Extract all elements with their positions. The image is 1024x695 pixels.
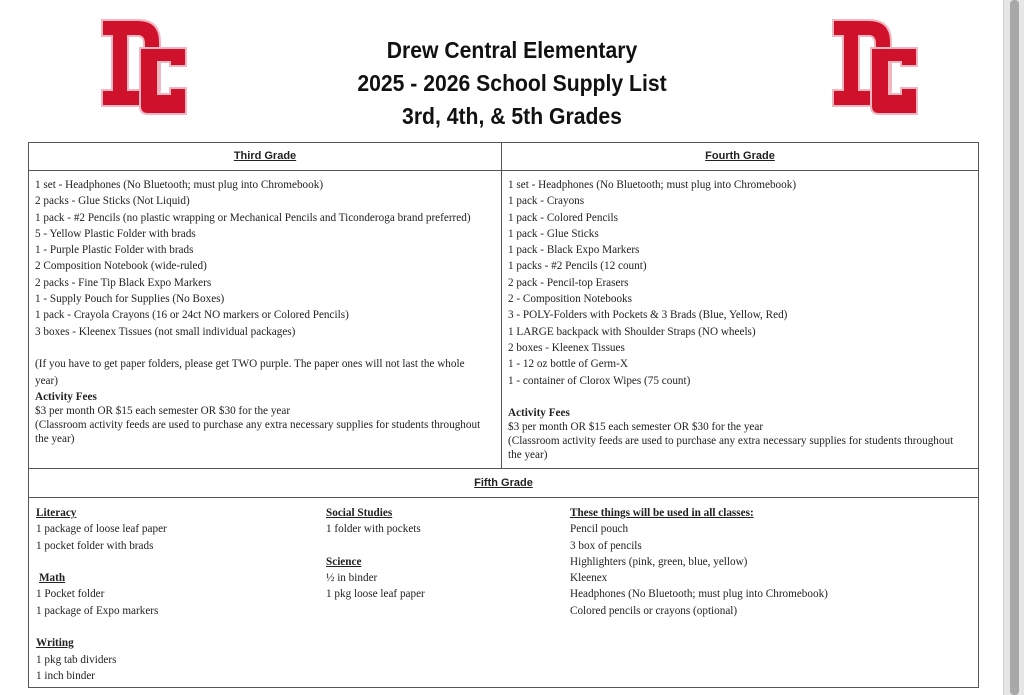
folder-note: (If you have to get paper folders, pleas…	[35, 358, 465, 387]
list-item: 1 pack - Colored Pencils	[508, 211, 618, 224]
social-studies-heading: Social Studies	[326, 507, 393, 519]
list-item: 1 - 12 oz bottle of Germ-X	[508, 358, 628, 371]
list-item: 1 pack - Black Expo Markers	[508, 244, 640, 257]
third-grade-list: 1 set - Headphones (No Bluetooth; must p…	[35, 177, 490, 446]
list-item: 1 folder with pockets	[326, 523, 421, 536]
writing-heading: Writing	[36, 637, 74, 650]
list-item: 1 - container of Clorox Wipes (75 count)	[508, 374, 691, 387]
list-item: 1 pkg tab dividers	[36, 653, 117, 666]
list-item: 1 pocket folder with brads	[36, 539, 154, 552]
list-title: 2025 - 2026 School Supply List	[357, 70, 667, 96]
document-title: Drew Central Elementary 2025 - 2026 Scho…	[0, 34, 1024, 133]
math-heading: Math	[39, 572, 66, 585]
list-item: 2 - Composition Notebooks	[508, 293, 632, 306]
list-item: 2 Composition Notebook (wide-ruled)	[35, 260, 207, 273]
activity-fees-heading: Activity Fees	[508, 407, 570, 420]
fourth-grade-list: 1 set - Headphones (No Bluetooth; must p…	[508, 177, 963, 462]
list-item: Pencil pouch	[570, 523, 629, 536]
list-item: 1 set - Headphones (No Bluetooth; must p…	[508, 179, 797, 191]
list-item: 1 LARGE backpack with Shoulder Straps (N…	[508, 325, 756, 338]
list-item: Colored pencils or crayons (optional)	[570, 604, 738, 617]
literacy-heading: Literacy	[36, 507, 77, 519]
list-item: 2 boxes - Kleenex Tissues	[508, 341, 625, 354]
divider	[29, 497, 978, 498]
supply-table: Third Grade Fourth Grade Fifth Grade 1 s…	[28, 142, 979, 688]
list-item: 2 packs - Glue Sticks (Not Liquid)	[35, 195, 190, 208]
list-item: 1 set - Headphones (No Bluetooth; must p…	[35, 179, 324, 191]
list-item: 1 package of loose leaf paper	[36, 523, 167, 536]
activity-fees: $3 per month OR $15 each semester OR $30…	[35, 405, 291, 418]
fifth-grade-heading: Fifth Grade	[474, 477, 533, 489]
list-item: 1 package of Expo markers	[36, 604, 159, 617]
list-item: 1 pkg loose leaf paper	[326, 588, 425, 601]
activity-fees-note: (Classroom activity feeds are used to pu…	[35, 419, 481, 446]
list-item: 1 - Supply Pouch for Supplies (No Boxes)	[35, 293, 225, 306]
list-item: 1 pack - Glue Sticks	[508, 227, 599, 240]
list-item: 5 - Yellow Plastic Folder with brads	[35, 227, 196, 240]
list-item: 3 boxes - Kleenex Tissues (not small ind…	[35, 325, 296, 338]
activity-fees: $3 per month OR $15 each semester OR $30…	[508, 421, 764, 434]
list-item: 1 inch binder	[36, 669, 96, 682]
list-item: 1 - Purple Plastic Folder with brads	[35, 244, 194, 257]
school-logo-left	[101, 19, 187, 115]
grades-title: 3rd, 4th, & 5th Grades	[402, 103, 622, 129]
fifth-grade-column-3: These things will be used in all classes…	[570, 505, 970, 619]
list-item: 1 Pocket folder	[36, 588, 105, 601]
list-item: 1 pack - Crayons	[508, 195, 585, 208]
science-heading: Science	[326, 555, 362, 568]
activity-fees-note: (Classroom activity feeds are used to pu…	[508, 435, 954, 462]
list-item: Headphones (No Bluetooth; must plug into…	[570, 588, 828, 601]
column-divider	[501, 143, 502, 469]
list-item: 2 pack - Pencil-top Erasers	[508, 276, 629, 289]
activity-fees-heading: Activity Fees	[35, 390, 97, 403]
list-item: 1 pack - Crayola Crayons (16 or 24ct NO …	[35, 309, 349, 322]
all-classes-heading: These things will be used in all classes…	[570, 507, 754, 519]
list-item: 3 box of pencils	[570, 539, 642, 552]
scrollbar[interactable]	[1003, 0, 1024, 695]
divider	[29, 170, 978, 171]
fifth-grade-column-2: Social Studies 1 folder with pockets Sci…	[326, 505, 556, 603]
fourth-grade-heading: Fourth Grade	[705, 150, 775, 162]
third-grade-heading: Third Grade	[233, 150, 297, 162]
list-item: Kleenex	[570, 572, 608, 585]
list-item: 1 pack - #2 Pencils (no plastic wrapping…	[35, 211, 471, 224]
scrollbar-thumb[interactable]	[1010, 0, 1019, 695]
list-item: 2 packs - Fine Tip Black Expo Markers	[35, 276, 212, 289]
list-item: Highlighters (pink, green, blue, yellow)	[570, 555, 748, 568]
list-item: ½ in binder	[326, 572, 378, 585]
school-logo-right	[832, 19, 918, 115]
school-name: Drew Central Elementary	[386, 37, 638, 63]
list-item: 1 packs - #2 Pencils (12 count)	[508, 260, 647, 273]
fifth-grade-column-1: Literacy 1 package of loose leaf paper 1…	[36, 505, 316, 684]
divider	[29, 468, 978, 469]
list-item: 3 - POLY-Folders with Pockets & 3 Brads …	[508, 309, 788, 322]
